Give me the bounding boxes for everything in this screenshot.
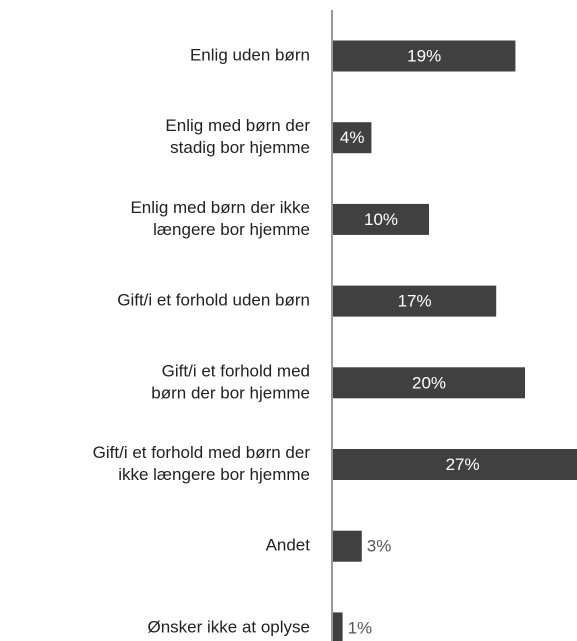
category-label: Gift/i et forhold med børn der	[93, 443, 311, 462]
bar	[333, 449, 577, 480]
category-label: Gift/i et forhold uden børn	[117, 291, 310, 310]
value-label: 20%	[412, 373, 446, 392]
value-label: 4%	[340, 128, 365, 147]
bar	[333, 203, 429, 235]
bar	[333, 122, 372, 154]
category-label: længere bor hjemme	[153, 220, 310, 239]
value-label: 19%	[407, 46, 441, 65]
bar	[333, 285, 497, 317]
category-label: Ønsker ikke at oplyse	[147, 617, 310, 636]
category-label: Enlig med børn der ikke	[130, 198, 310, 217]
value-label: 27%	[446, 455, 480, 474]
category-label: Enlig uden børn	[190, 45, 310, 64]
bar	[333, 612, 343, 641]
category-label: ikke længere bor hjemme	[118, 465, 310, 484]
bar	[333, 367, 525, 399]
value-label: 17%	[398, 292, 432, 311]
category-label: Enlig med børn der	[165, 116, 310, 135]
value-label: 10%	[364, 210, 398, 229]
category-label: Andet	[266, 536, 311, 555]
category-label: stadig bor hjemme	[170, 138, 310, 157]
value-label: 3%	[367, 537, 392, 556]
value-label: 1%	[348, 618, 373, 637]
bar	[333, 530, 362, 562]
bar	[333, 40, 516, 72]
category-label: Gift/i et forhold med	[162, 361, 310, 380]
category-label: børn der bor hjemme	[151, 383, 310, 402]
